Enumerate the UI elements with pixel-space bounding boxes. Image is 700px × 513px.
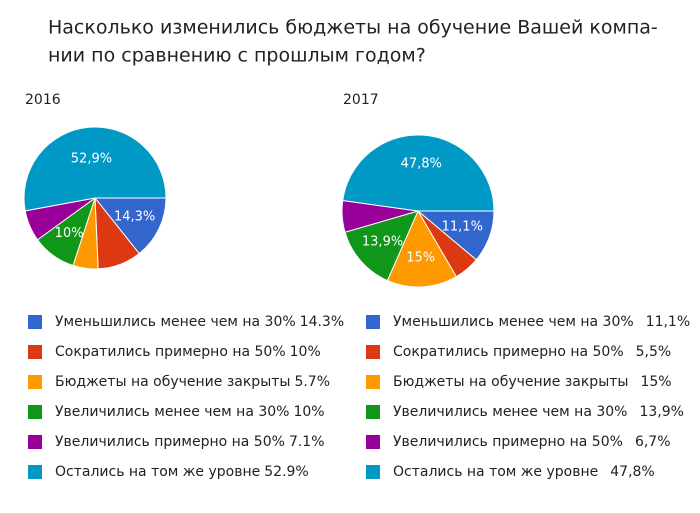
legend-value: 10% xyxy=(293,404,324,420)
legend-name: Уменьшились менее чем на 30% xyxy=(393,314,634,330)
legend-name: Сократились примерно на 50% xyxy=(55,344,286,360)
legend-entry: Сократились примерно на 50% 5,5% xyxy=(393,344,671,360)
legend-name: Уменьшились менее чем на 30% xyxy=(55,314,296,330)
legend-value: 10% xyxy=(290,344,321,360)
slice-label: 15% xyxy=(406,251,435,266)
pie-slice xyxy=(344,210,419,282)
legend-swatch xyxy=(28,405,42,419)
legend-value: 5.7% xyxy=(294,374,330,390)
legend-entry: Сократились примерно на 50% 10% xyxy=(55,344,321,360)
legend-entry: Увеличились примерно на 50% 7.1% xyxy=(55,434,325,450)
legend-value: 52.9% xyxy=(264,464,308,480)
legend-swatch xyxy=(28,345,42,359)
legend-swatch xyxy=(366,345,380,359)
legend-entry: Уменьшились менее чем на 30% 11,1% xyxy=(393,314,690,330)
slice-label: 47,8% xyxy=(401,156,442,171)
legend-entry: Увеличились менее чем на 30% 13,9% xyxy=(393,404,684,420)
legend-value: 13,9% xyxy=(639,404,683,420)
slice-label: 13,9% xyxy=(362,235,403,250)
legend-swatch xyxy=(366,405,380,419)
pie-title: 2017 xyxy=(343,92,379,108)
legend-name: Увеличились менее чем на 30% xyxy=(393,404,627,420)
legend-value: 6,7% xyxy=(635,434,671,450)
legend-entry: Уменьшились менее чем на 30% 14.3% xyxy=(55,314,344,330)
legend-entry: Остались на том же уровне 52.9% xyxy=(55,464,309,480)
pie-slice xyxy=(93,197,167,255)
pie-slice xyxy=(386,209,457,288)
legend-name: Сократились примерно на 50% xyxy=(393,344,624,360)
legend-name: Увеличились менее чем на 30% xyxy=(55,404,289,420)
legend-name: Бюджеты на обучение закрыты xyxy=(393,374,628,390)
pie-slice xyxy=(342,134,495,212)
legend-name: Увеличились примерно на 50% xyxy=(393,434,623,450)
slice-label: 14,3% xyxy=(114,210,155,225)
legend-swatch xyxy=(366,375,380,389)
legend-entry: Остались на том же уровне 47,8% xyxy=(393,464,655,480)
legend-value: 5,5% xyxy=(636,344,672,360)
legend-swatch xyxy=(28,465,42,479)
legend-swatch xyxy=(366,435,380,449)
slice-label: 10% xyxy=(55,226,84,241)
legend-value: 14.3% xyxy=(300,314,344,330)
legend-swatch xyxy=(366,465,380,479)
legend-value: 7.1% xyxy=(289,434,325,450)
title-line: Насколько изменились бюджеты на обучение… xyxy=(48,17,658,39)
title-line: нии по сравнению с прошлым годом? xyxy=(48,45,426,67)
legend-swatch xyxy=(366,315,380,329)
legend-value: 15% xyxy=(640,374,671,390)
legend-name: Остались на том же уровне xyxy=(55,464,260,480)
legend-name: Остались на том же уровне xyxy=(393,464,598,480)
legend-swatch xyxy=(28,315,42,329)
pie-title: 2016 xyxy=(25,92,61,108)
legend-name: Увеличились примерно на 50% xyxy=(55,434,285,450)
pie-slice xyxy=(23,126,167,212)
legend-swatch xyxy=(28,435,42,449)
slice-label: 52,9% xyxy=(71,152,112,167)
legend-entry: Бюджеты на обучение закрыты 15% xyxy=(393,374,672,390)
legend-entry: Увеличились менее чем на 30% 10% xyxy=(55,404,325,420)
legend-value: 47,8% xyxy=(610,464,654,480)
slice-label: 11,1% xyxy=(442,220,483,235)
legend-value: 11,1% xyxy=(646,314,690,330)
legend-entry: Бюджеты на обучение закрыты 5.7% xyxy=(55,374,330,390)
legend-entry: Увеличились примерно на 50% 6,7% xyxy=(393,434,671,450)
legend-name: Бюджеты на обучение закрыты xyxy=(55,374,290,390)
legend-swatch xyxy=(28,375,42,389)
